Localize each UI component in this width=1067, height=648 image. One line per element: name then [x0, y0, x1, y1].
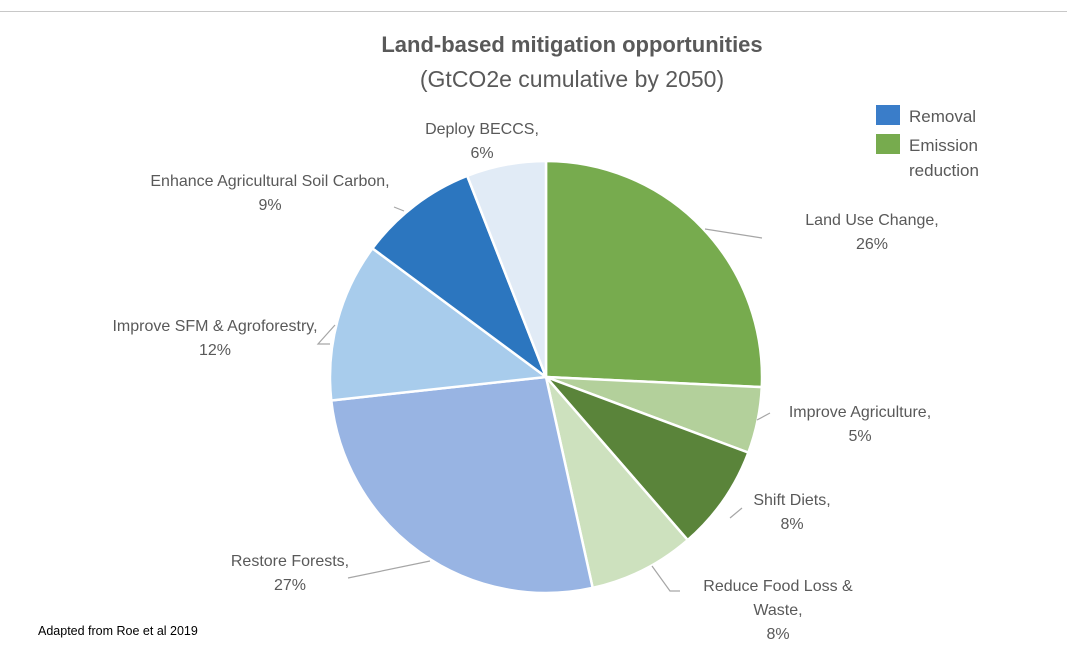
- pie-slice-improve-sfm-agroforestry: [328, 246, 550, 402]
- top-divider: [0, 11, 1067, 12]
- pie-slice-restore-forests: [329, 375, 595, 595]
- legend: Removal Emission reduction: [876, 105, 979, 180]
- leader-line: [393, 206, 405, 212]
- data-labels: Land Use Change, 26% Improve Agriculture, 5…: [112, 121, 938, 643]
- pie-slice-enhance-agricultural-soil-carbon: [370, 174, 549, 381]
- leader-line: [651, 565, 680, 592]
- data-label: Improve Agriculture, 5%: [789, 404, 931, 445]
- leader-lines: [316, 206, 771, 592]
- source-note: Adapted from Roe et al 2019: [38, 624, 198, 638]
- leader-line: [729, 507, 743, 519]
- legend-swatch: [876, 134, 900, 154]
- legend-label: Removal: [909, 107, 976, 126]
- leader-line: [347, 560, 431, 579]
- data-label: Reduce Food Loss & Waste, 8%: [703, 578, 853, 643]
- legend-swatch: [876, 105, 900, 125]
- chart-subtitle: (GtCO2e cumulative by 2050): [420, 66, 724, 92]
- data-label: Enhance Agricultural Soil Carbon, 9%: [150, 173, 389, 214]
- leader-line: [756, 412, 771, 421]
- data-label: Deploy BECCS, 6%: [425, 121, 539, 162]
- data-label: Restore Forests, 27%: [231, 553, 349, 594]
- pie-slice-shift-diets: [545, 375, 750, 542]
- data-label: Shift Diets, 8%: [753, 492, 830, 533]
- pie-slices: [328, 159, 764, 595]
- leader-line: [316, 324, 336, 345]
- pie-slice-deploy-beccs: [465, 159, 548, 378]
- data-label: Improve SFM & Agroforestry, 12%: [112, 318, 317, 359]
- leader-line: [704, 228, 763, 239]
- data-label: Land Use Change, 26%: [805, 212, 938, 253]
- chart-title: Land-based mitigation opportunities: [381, 32, 762, 57]
- legend-label: Emission reduction: [909, 136, 979, 180]
- pie-slice-land-use-change: [544, 159, 764, 389]
